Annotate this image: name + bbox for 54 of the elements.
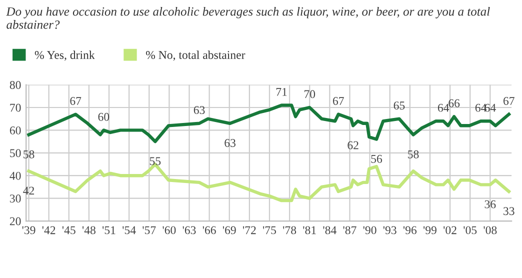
annotation: 63 [194, 106, 205, 114]
x-tick-label: '48 [82, 226, 96, 234]
x-tick-label: '99 [424, 226, 436, 234]
x-tick-label: '02 [444, 226, 456, 234]
x-tick-label: '45 [62, 226, 76, 234]
annotation: 65 [394, 102, 405, 110]
annotation: 58 [408, 150, 419, 158]
annotation: 63 [224, 139, 236, 147]
annotation: 36 [484, 200, 496, 208]
y-tick-label: 40 [10, 172, 21, 180]
annotation: 67 [503, 97, 514, 105]
x-tick-label: '90 [363, 226, 376, 234]
x-tick-label: '42 [42, 226, 56, 234]
annotation: 64 [484, 104, 496, 112]
x-tick-label: '78 [283, 226, 296, 234]
legend-label: % No, total abstainer [146, 50, 246, 61]
annotation: 71 [276, 88, 287, 96]
legend-label: % Yes, drink [34, 50, 95, 61]
annotation: 62 [348, 141, 358, 150]
y-tick-label: 70 [10, 104, 21, 112]
x-tick-label: '57 [142, 226, 156, 234]
annotation: 56 [371, 154, 382, 163]
annotation: 66 [448, 99, 460, 108]
annotation: 67 [70, 97, 82, 105]
x-tick-label: '63 [182, 226, 196, 234]
annotation: 60 [98, 112, 110, 121]
y-tick-label: 60 [10, 126, 21, 134]
x-tick-label: '08 [484, 226, 497, 234]
x-tick-label: '93 [383, 226, 396, 234]
x-tick-label: '66 [202, 226, 216, 234]
annotation: 55 [150, 157, 161, 166]
annotation: 67 [332, 97, 344, 105]
x-tick-label: '51 [102, 226, 116, 234]
x-tick-label: '84 [323, 226, 336, 234]
x-tick-label: '87 [343, 226, 356, 234]
x-tick-label: '72 [242, 226, 256, 234]
annotation: 33 [504, 207, 514, 216]
x-tick-label: '81 [303, 226, 316, 234]
y-tick-label: 30 [10, 194, 21, 203]
x-tick-label: '69 [222, 226, 236, 234]
x-tick-label: '60 [162, 226, 176, 234]
annotation: 64 [438, 104, 450, 112]
x-tick-label: '05 [464, 226, 477, 234]
y-tick-label: 50 [10, 149, 21, 158]
y-tick-label: 80 [10, 81, 21, 89]
annotation: 70 [304, 90, 316, 98]
annotation: 58 [24, 150, 34, 158]
x-tick-label: '75 [263, 226, 276, 234]
x-tick-label: '39 [22, 226, 36, 234]
x-tick-label: '54 [122, 226, 136, 234]
annotation: 42 [23, 186, 34, 195]
chart-title: Do you have occasion to use alcoholic beverages such as liquor, wine, or beer, or are you a total abstainer? [6, 6, 490, 29]
x-tick-label: '96 [403, 226, 417, 234]
y-tick-label: 20 [10, 217, 21, 226]
